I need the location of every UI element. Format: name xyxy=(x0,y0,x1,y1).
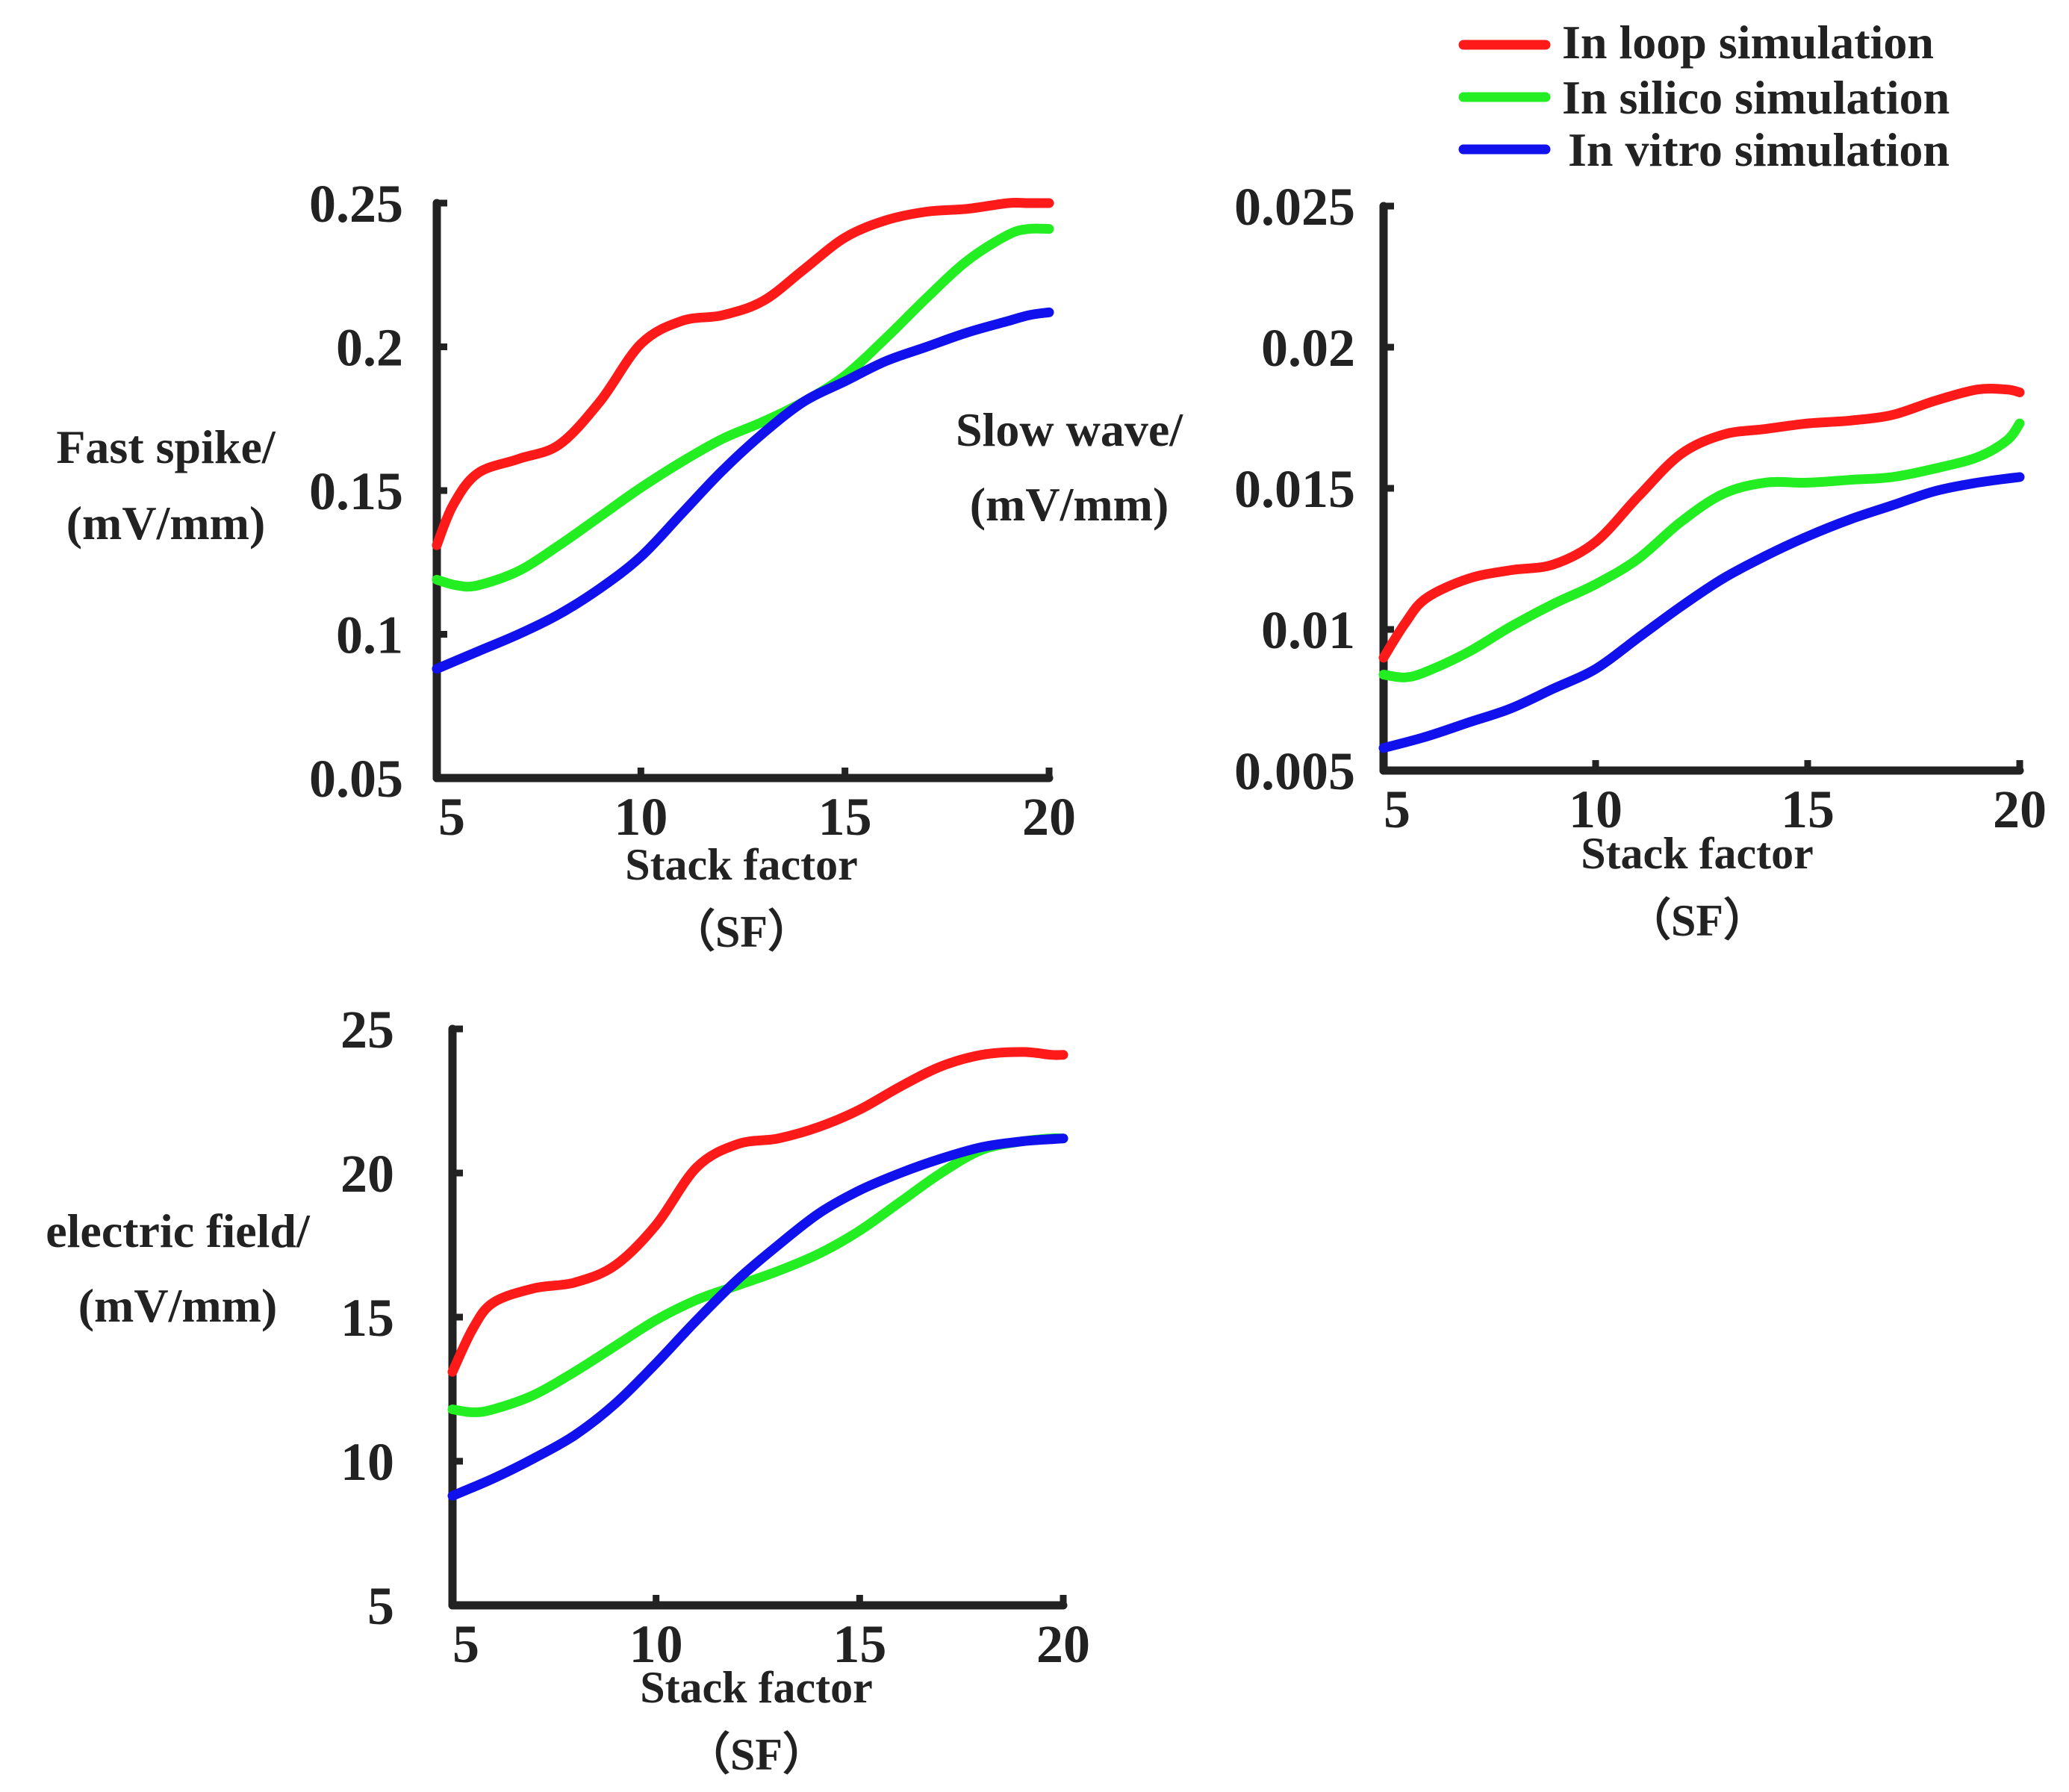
slow-wave-x-tick-label: 15 xyxy=(1781,780,1835,839)
slow-wave-y-tick-label: 0.005 xyxy=(1234,741,1355,801)
electric-field-xlabel-line1: Stack factor xyxy=(640,1663,873,1712)
electric-field-series-in-loop-simulation xyxy=(447,1047,1068,1377)
fast-spike-y-tick-label: 0.2 xyxy=(336,318,403,378)
electric-field-ylabel-line1: electric field/ xyxy=(46,1204,311,1257)
fast-spike-y-tick-label: 0.25 xyxy=(309,174,403,234)
electric-field-y-tick-label: 20 xyxy=(340,1144,394,1204)
slow-wave-ylabel-line1: Slow wave/ xyxy=(956,403,1183,456)
fast-spike-series-in-loop-simulation xyxy=(432,197,1054,550)
slow-wave-ylabel-line2: (mV/mm) xyxy=(970,478,1169,531)
slow-wave-xlabel-line2: （SF） xyxy=(1626,895,1768,945)
electric-field-x-tick-label: 5 xyxy=(452,1614,479,1674)
fast-spike-series-in-vitro-simulation xyxy=(432,307,1054,674)
legend-entry-in-silico: In silico simulation xyxy=(1458,71,1950,124)
fast-spike-xlabel-line1: Stack factor xyxy=(625,840,858,889)
slow-wave-x-tick-label: 5 xyxy=(1384,780,1410,839)
electric-field-ylabel-line2: (mV/mm) xyxy=(78,1279,278,1332)
fast-spike-ylabel-line2: (mV/mm) xyxy=(66,497,266,550)
electric-field-x-tick-label: 10 xyxy=(629,1614,683,1674)
electric-field-y-tick-label: 25 xyxy=(340,1000,394,1060)
fast-spike-x-tick-label: 5 xyxy=(438,787,465,847)
slow-wave-series-in-silico-simulation xyxy=(1378,418,2025,682)
slow-wave-x-tick-label: 10 xyxy=(1569,780,1622,839)
fast-spike-y-tick-label: 0.1 xyxy=(336,606,403,665)
legend-label-in-loop: In loop simulation xyxy=(1562,16,1934,69)
fast-spike-x-tick-label: 20 xyxy=(1022,787,1076,847)
slow-wave-series-in-loop-simulation xyxy=(1378,383,2025,663)
legend-entry-in-vitro: In vitro simulation xyxy=(1458,123,1950,176)
fast-spike-ylabel-line1: Fast spike/ xyxy=(56,420,276,473)
legend: In loop simulation In silico simulation … xyxy=(1458,16,1950,176)
slow-wave-xlabel-line1: Stack factor xyxy=(1581,829,1814,878)
electric-field-chart: electric field/ (mV/mm) Stack factor （SF… xyxy=(46,1000,1090,1779)
electric-field-series-in-silico-simulation xyxy=(447,1133,1068,1417)
fast-spike-series-in-silico-simulation xyxy=(432,223,1054,592)
electric-field-y-tick-label: 10 xyxy=(340,1432,394,1492)
legend-label-in-silico: In silico simulation xyxy=(1562,71,1950,124)
slow-wave-y-tick-label: 0.02 xyxy=(1261,318,1355,378)
electric-field-series-in-vitro-simulation xyxy=(447,1133,1068,1501)
electric-field-x-tick-label: 20 xyxy=(1036,1614,1090,1674)
slow-wave-series-in-vitro-simulation xyxy=(1378,472,2025,753)
fast-spike-x-tick-label: 10 xyxy=(614,787,668,847)
electric-field-y-tick-label: 5 xyxy=(367,1576,394,1636)
slow-wave-x-tick-label: 20 xyxy=(1993,780,2047,839)
fast-spike-x-tick-label: 15 xyxy=(818,787,872,847)
slow-wave-y-tick-label: 0.01 xyxy=(1261,600,1355,660)
slow-wave-y-tick-label: 0.015 xyxy=(1234,459,1355,519)
fast-spike-y-tick-label: 0.15 xyxy=(309,461,403,521)
legend-label-in-vitro: In vitro simulation xyxy=(1568,123,1950,176)
electric-field-xlabel-line2: （SF） xyxy=(685,1729,827,1779)
slow-wave-chart: Slow wave/ (mV/mm) Stack factor （SF） 0.0… xyxy=(956,177,2047,945)
slow-wave-y-tick-label: 0.025 xyxy=(1234,177,1355,237)
fast-spike-xlabel-line2: （SF） xyxy=(671,906,812,956)
electric-field-y-tick-label: 15 xyxy=(340,1288,394,1348)
electric-field-x-tick-label: 15 xyxy=(833,1614,886,1674)
fast-spike-y-tick-label: 0.05 xyxy=(309,749,403,809)
fast-spike-chart: Fast spike/ (mV/mm) Stack factor （SF） 0.… xyxy=(56,174,1076,956)
legend-entry-in-loop: In loop simulation xyxy=(1458,16,1934,69)
